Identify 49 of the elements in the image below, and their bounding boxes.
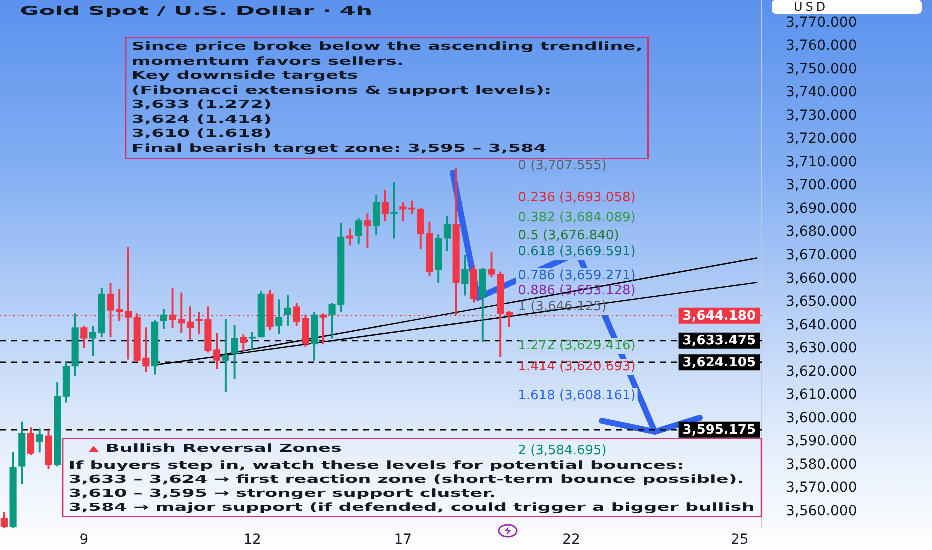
y-tick-label: 3,740.000 xyxy=(786,84,858,101)
annotation: Bullish Reversal Zones xyxy=(104,441,342,457)
chart-title: Gold Spot / U.S. Dollar · 4h xyxy=(20,4,373,18)
y-tick-label: 3,590.000 xyxy=(786,434,858,450)
ref-line-label: 3,595.175 xyxy=(682,422,756,438)
annotation: 0.786 (3,659.271) xyxy=(518,268,636,284)
ref-line-label: 3,624.105 xyxy=(682,355,756,370)
annotation: 3,633 – 3,624 → first reaction zone (short-term bounce possible). xyxy=(68,473,744,487)
y-tick-label: 3,640.000 xyxy=(786,317,858,334)
y-axis-title: USD xyxy=(794,0,829,14)
y-tick-label: 3,600.000 xyxy=(786,410,858,426)
x-tick-label: 9 xyxy=(80,532,89,548)
currency-selector: USD xyxy=(772,0,922,14)
y-tick-label: 3,760.000 xyxy=(786,38,858,54)
y-tick-label: 3,620.000 xyxy=(786,364,858,380)
ref-line-label: 3,633.475 xyxy=(682,334,756,349)
annotation: 3,584 → major support (if defended, could trigger a bigger bullish xyxy=(68,501,755,515)
y-tick-label: 3,560.000 xyxy=(786,503,858,520)
y-tick-label: 3,650.000 xyxy=(786,294,858,310)
y-tick-label: 3,690.000 xyxy=(786,200,858,217)
annotation: 0.5 (3,676.840) xyxy=(518,228,620,244)
x-tick-label: 17 xyxy=(394,532,412,548)
ref-line-label: 3,644.180 xyxy=(682,308,756,324)
annotation: 1.272 (3,629.416) xyxy=(518,338,636,354)
y-tick-label: 3,580.000 xyxy=(786,456,858,473)
y-tick-label: 3,770.000 xyxy=(786,14,858,31)
x-tick-label: 25 xyxy=(730,532,749,548)
y-tick-label: 3,710.000 xyxy=(786,154,858,170)
y-tick-label: 3,750.000 xyxy=(786,61,858,78)
y-tick-label: 3,680.000 xyxy=(786,224,858,240)
annotation: If buyers step in, watch these levels for potential bounces: xyxy=(68,459,684,473)
y-tick-label: 3,730.000 xyxy=(786,108,858,124)
annotation: 0 (3,707.555) xyxy=(518,158,607,174)
y-tick-label: 3,660.000 xyxy=(786,270,858,287)
annotation: 0.618 (3,669.591) xyxy=(518,244,636,260)
annotation: 2 (3,584.695) xyxy=(518,443,607,458)
y-tick-label: 3,700.000 xyxy=(786,178,858,194)
annotation: 0.382 (3,684.089) xyxy=(518,210,636,226)
annotation: 0.236 (3,693.058) xyxy=(518,190,636,206)
annotation: 1.414 (3,620.693) xyxy=(518,359,636,374)
x-tick-label: 12 xyxy=(244,532,262,548)
annotation: 1.618 (3,608.161) xyxy=(518,388,636,404)
x-tick-label: 22 xyxy=(562,532,580,548)
y-tick-label: 3,670.000 xyxy=(786,248,858,264)
y-tick-label: 3,570.000 xyxy=(786,480,858,496)
y-tick-label: 3,610.000 xyxy=(786,387,858,404)
y-tick-label: 3,630.000 xyxy=(786,340,858,357)
annotation: 3,610 – 3,595 → stronger support cluster. xyxy=(68,487,496,501)
y-tick-label: 3,720.000 xyxy=(786,131,858,148)
